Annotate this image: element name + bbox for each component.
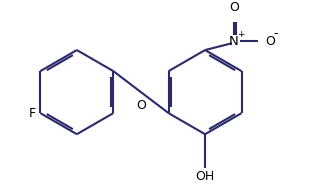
Text: OH: OH <box>195 170 215 183</box>
Text: O: O <box>229 1 239 14</box>
Text: +: + <box>237 30 245 39</box>
Text: -: - <box>273 27 278 41</box>
Text: N: N <box>229 35 239 48</box>
Text: O: O <box>136 99 146 112</box>
Text: O: O <box>265 35 275 48</box>
Text: F: F <box>28 107 36 120</box>
